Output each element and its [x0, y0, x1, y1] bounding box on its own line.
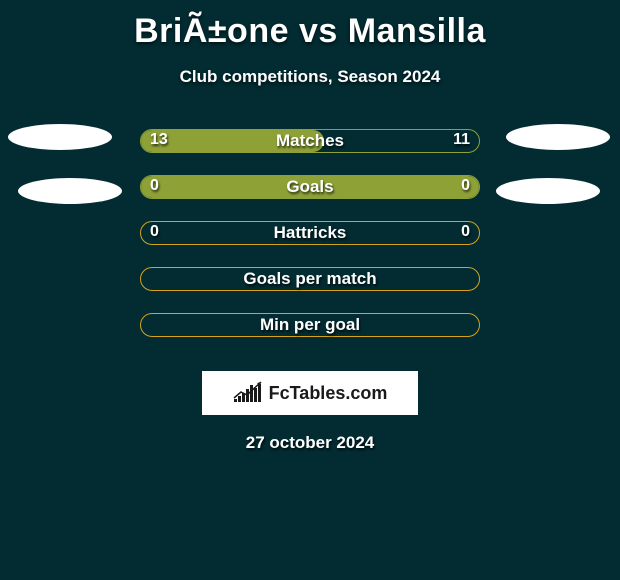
- bar-value-left: 0: [150, 177, 159, 195]
- bar-track: [140, 175, 480, 199]
- page-title: BriÃ±one vs Mansilla: [0, 0, 620, 51]
- stat-row: Hattricks00: [0, 221, 620, 267]
- bar-track: [140, 221, 480, 245]
- logo-box: FcTables.com: [202, 371, 418, 415]
- bar-value-left: 0: [150, 223, 159, 241]
- bar-value-right: 11: [453, 131, 470, 149]
- date-label: 27 october 2024: [0, 433, 620, 453]
- decorative-ellipse: [8, 124, 112, 150]
- bar-fill: [141, 130, 324, 152]
- bars-chart-icon: [233, 380, 263, 407]
- bar-value-right: 0: [461, 223, 470, 241]
- decorative-ellipse: [18, 178, 122, 204]
- stat-row: Min per goal: [0, 313, 620, 359]
- bar-value-right: 0: [461, 177, 470, 195]
- bar-track: [140, 267, 480, 291]
- bar-track: [140, 129, 480, 153]
- page-subtitle: Club competitions, Season 2024: [0, 67, 620, 87]
- bar-fill: [141, 176, 479, 198]
- stat-row: Goals per match: [0, 267, 620, 313]
- decorative-ellipse: [496, 178, 600, 204]
- bar-track: [140, 313, 480, 337]
- bar-value-left: 13: [150, 131, 168, 149]
- logo-text: FcTables.com: [269, 383, 388, 404]
- decorative-ellipse: [506, 124, 610, 150]
- stats-bars: Matches1311Goals00Hattricks00Goals per m…: [0, 129, 620, 359]
